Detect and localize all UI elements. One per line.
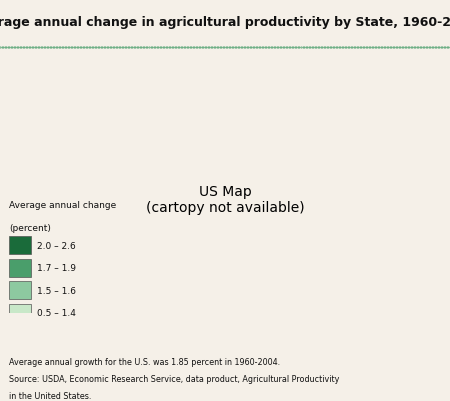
Text: (percent): (percent) [9,223,51,232]
Bar [9,282,31,299]
Text: 2.0 – 2.6: 2.0 – 2.6 [37,241,76,250]
Text: US Map
(cartopy not available): US Map (cartopy not available) [146,184,304,215]
Text: 1.5 – 1.6: 1.5 – 1.6 [37,286,76,295]
Bar [9,237,31,254]
Text: Average annual growth for the U.S. was 1.85 percent in 1960-2004.: Average annual growth for the U.S. was 1… [9,357,280,366]
Text: 0.5 – 1.4: 0.5 – 1.4 [37,308,76,317]
Text: Average annual change: Average annual change [9,200,116,209]
Bar [9,259,31,277]
Text: Source: USDA, Economic Research Service, data product, Agricultural Productivity: Source: USDA, Economic Research Service,… [9,374,339,383]
Text: 1.7 – 1.9: 1.7 – 1.9 [37,263,76,272]
Bar [9,304,31,322]
Text: in the United States.: in the United States. [9,391,91,399]
Text: Average annual change in agricultural productivity by State, 1960-2004: Average annual change in agricultural pr… [0,16,450,29]
